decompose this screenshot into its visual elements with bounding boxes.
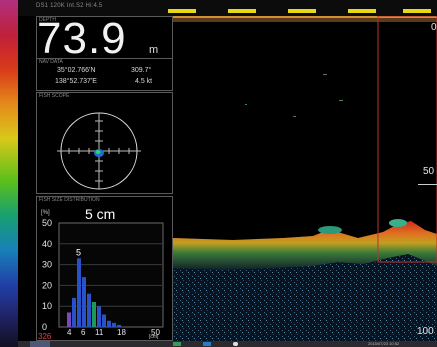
scope-ticks	[68, 120, 130, 182]
fish-finder-screen: DS1 120K Int.S2 Hi:4.5 DEPTH 73.9 m NAV …	[18, 0, 437, 347]
y-tick-label: 30	[42, 260, 52, 270]
x-tick-label: 18	[117, 328, 126, 337]
fish-school-icon	[389, 219, 407, 227]
histogram-unit: [%]	[41, 210, 50, 216]
taskbar-icon[interactable]	[173, 342, 181, 346]
y-tick-label: 50	[42, 218, 52, 228]
histogram-bar	[102, 314, 106, 327]
scale-label-mid: 50	[423, 166, 435, 177]
status-bar: DS1 120K Int.S2 Hi:4.5	[18, 0, 437, 16]
histogram-bars	[67, 258, 121, 327]
x-tick-label: 11	[95, 328, 104, 337]
target-echo	[323, 74, 327, 75]
speed: 4.5 kt	[135, 78, 153, 85]
scope-display	[57, 112, 141, 190]
histogram-bar	[82, 277, 86, 327]
latitude: 35°02.766'N	[57, 67, 96, 74]
surface-echo	[173, 16, 437, 22]
histogram-bar	[77, 258, 81, 327]
histogram-bar	[92, 302, 96, 327]
yellow-marker	[288, 9, 316, 13]
target-echo	[245, 104, 247, 105]
size-distribution-box[interactable]: FISH SIZE DISTRIBUTION 50 40 30 20 10 0 4 6 11 1…	[36, 196, 173, 341]
yellow-marker	[403, 9, 431, 13]
status-text: DS1 120K Int.S2 Hi:4.5	[36, 3, 103, 9]
start-button[interactable]	[30, 341, 50, 347]
histogram-bar	[87, 293, 91, 327]
depth-title: DEPTH	[39, 17, 56, 23]
info-panel: DEPTH 73.9 m NAV DATA 35°02.766'N 309.7°…	[36, 16, 173, 341]
histogram-x-ticks: 4 6 11 18 50	[67, 328, 160, 337]
taskbar-icon[interactable]	[203, 342, 211, 346]
nav-data-title: NAV DATA	[39, 59, 63, 65]
histogram-bar	[112, 322, 116, 327]
y-tick-label: 0	[42, 322, 47, 332]
x-tick-label: 4	[67, 328, 72, 337]
histogram-size-label: 5 cm	[85, 206, 115, 222]
target-echo	[293, 116, 296, 117]
yellow-marker	[168, 9, 196, 13]
histogram-bar	[72, 297, 76, 327]
fish-count: 326	[38, 332, 52, 340]
scale-label-bottom: 100	[417, 326, 434, 337]
yellow-marker	[348, 9, 376, 13]
histogram-y-ticks: 50 40 30 20 10 0	[42, 218, 52, 332]
sea-bottom-echo	[173, 221, 437, 270]
scope-title: FISH SCOPE	[39, 93, 70, 99]
taskbar-icon[interactable]	[233, 342, 238, 346]
depth-value: 73.9	[37, 14, 127, 63]
histogram-bar	[117, 324, 121, 327]
y-tick-label: 10	[42, 301, 52, 311]
taskbar-date: 2015/07/23 10:52	[368, 341, 400, 346]
fish-echo-core-icon	[95, 150, 101, 154]
y-tick-label: 40	[42, 239, 52, 249]
scale-label-top: 0	[431, 22, 437, 33]
fish-school-icon	[318, 226, 342, 234]
longitude: 138°52.737'E	[55, 78, 97, 85]
size-histogram: 50 40 30 20 10 0 4 6 11 18 50 [%] 5 cm 5 326 [cm]	[38, 206, 164, 340]
yellow-marker	[228, 9, 256, 13]
depth-scale-tick	[418, 184, 437, 185]
x-unit: [cm]	[149, 334, 159, 340]
echo-color-scale	[0, 0, 18, 347]
histogram-grid	[59, 243, 163, 307]
target-echo	[339, 100, 343, 101]
histogram-bar	[97, 306, 101, 327]
y-tick-label: 20	[42, 280, 52, 290]
course: 309.7°	[131, 67, 152, 74]
echogram[interactable]: 0 50 100	[173, 16, 437, 341]
histogram-bar	[67, 312, 71, 327]
depth-unit: m	[149, 44, 159, 56]
surface-line	[173, 16, 437, 18]
x-tick-label: 50	[151, 328, 160, 337]
histogram-bar	[107, 320, 111, 327]
taskbar: 2015/07/23 10:52	[18, 341, 437, 347]
peak-label: 5	[76, 247, 81, 257]
depth-box[interactable]: DEPTH 73.9 m	[36, 14, 173, 63]
scope-box[interactable]: FISH SCOPE	[36, 92, 173, 194]
histogram-frame	[58, 222, 164, 328]
size-dist-title: FISH SIZE DISTRIBUTION	[39, 197, 100, 203]
x-tick-label: 6	[81, 328, 86, 337]
echogram-canvas	[173, 16, 437, 341]
nav-data-box[interactable]: NAV DATA 35°02.766'N 309.7° 138°52.737'E…	[36, 58, 173, 91]
